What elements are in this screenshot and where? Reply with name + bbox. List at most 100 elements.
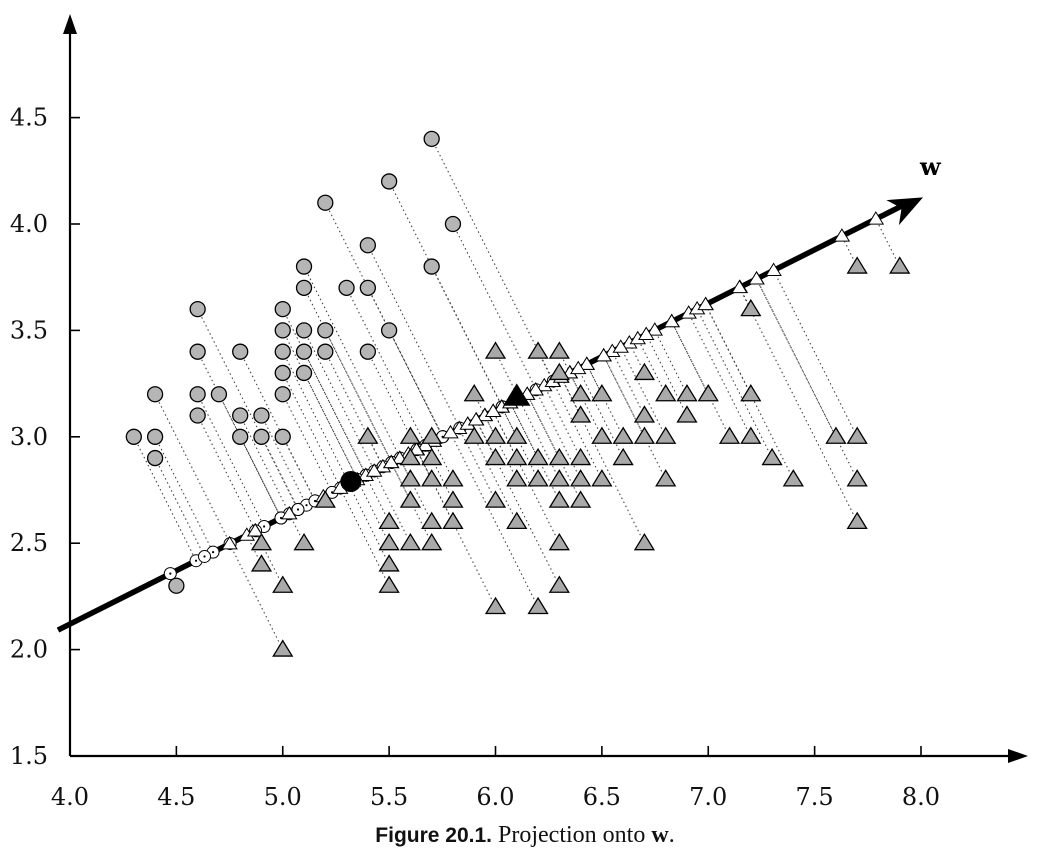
projection-line: [282, 330, 359, 480]
data-point-triangle: [272, 575, 294, 593]
projected-triangle: [867, 211, 885, 225]
projection-line: [526, 393, 560, 459]
data-point-triangle: [740, 426, 762, 444]
data-point-triangle: [399, 447, 422, 466]
projection-line: [239, 436, 282, 519]
data-point-circle: [380, 173, 398, 190]
data-point-circle: [338, 279, 355, 296]
projected-circle-dot: [313, 499, 317, 503]
projection-line: [492, 411, 560, 544]
data-point-circle: [125, 428, 142, 445]
projection-line: [773, 270, 858, 438]
data-point-circle: [380, 322, 398, 339]
projection-line: [696, 308, 773, 459]
x-ticks: 4.0 4.5 5.0 5.5 6.0 6.5 7.0 7.5 8.0: [51, 746, 940, 811]
data-point-triangle: [250, 554, 273, 572]
projection-line: [324, 351, 384, 467]
projection-line: [526, 394, 582, 501]
projection-line: [197, 308, 299, 510]
data-point-circle: [232, 407, 249, 424]
data-point-triangle: [612, 426, 634, 444]
circle-class-mean: [340, 470, 362, 492]
projected-triangle: [748, 271, 765, 285]
data-point-circle: [253, 428, 270, 445]
data-point-triangle: [655, 426, 677, 444]
data-point-triangle: [442, 511, 464, 530]
caption-number: Figure 20.1.: [375, 824, 493, 847]
data-point-circle: [423, 130, 440, 148]
data-point-triangle: [527, 447, 549, 466]
data-point-triangle: [825, 426, 847, 444]
data-point-triangle: [484, 490, 507, 508]
data-point-triangle: [421, 511, 443, 530]
data-point-circle: [295, 322, 313, 339]
data-point-triangle: [569, 490, 592, 508]
projected-triangle: [765, 262, 782, 276]
data-point-triangle: [527, 341, 549, 359]
data-point-triangle: [378, 511, 400, 530]
data-point-triangle: [633, 405, 656, 423]
data-point-triangle: [740, 383, 762, 402]
data-point-triangle: [399, 490, 422, 508]
data-point-triangle: [506, 511, 528, 530]
data-point-circle: [168, 577, 185, 594]
data-point-triangle: [846, 426, 868, 444]
projected-circle-dot: [296, 508, 300, 511]
x-tick-label: 5.0: [264, 783, 302, 811]
projection-line: [450, 432, 539, 608]
projected-circle-dot: [305, 504, 308, 507]
vector-arrowhead: [886, 197, 923, 226]
projection-line: [645, 334, 688, 416]
projected-triangle: [697, 296, 714, 311]
data-point-triangle: [548, 575, 570, 593]
data-point-circle: [317, 194, 334, 211]
data-point-triangle: [548, 341, 570, 359]
projection-line: [303, 266, 401, 459]
projected-triangle: [731, 279, 748, 294]
projection-line: [218, 393, 282, 519]
projection-line: [346, 287, 427, 446]
data-point-circle: [359, 237, 377, 254]
data-point-triangle: [740, 298, 762, 317]
data-point-circle: [146, 449, 164, 467]
data-point-triangle: [655, 469, 677, 487]
projected-triangle: [833, 228, 851, 242]
projection-line: [239, 415, 291, 514]
projected-triangle: [382, 454, 400, 469]
data-point-triangle: [548, 532, 570, 551]
projection-line: [484, 415, 518, 480]
projection-line: [260, 415, 308, 506]
data-point-circle: [146, 428, 164, 445]
data-point-circle: [146, 386, 164, 403]
data-point-circle: [317, 322, 334, 339]
data-point-circle: [253, 407, 270, 424]
projection-line: [367, 287, 444, 438]
data-point-circle: [274, 322, 291, 339]
x-tick-label: 5.5: [370, 783, 408, 811]
y-tick-label: 3.5: [10, 316, 48, 344]
data-point-circle: [210, 386, 228, 403]
data-point-circle: [359, 279, 377, 296]
projection-line: [348, 483, 390, 565]
data-point-triangle: [314, 490, 336, 508]
projection-line: [577, 368, 624, 459]
y-tick-label: 2.5: [10, 529, 48, 557]
projected-triangle: [221, 535, 238, 550]
projected-triangle: [442, 424, 459, 439]
data-point-triangle: [421, 532, 443, 551]
data-point-triangle: [676, 383, 698, 402]
data-point-circle: [274, 428, 291, 445]
projection-line: [569, 372, 603, 438]
y-tick-label: 3.0: [10, 423, 48, 451]
data-point-circle: [189, 407, 206, 424]
projection-line: [282, 436, 316, 502]
projection-line: [303, 351, 367, 476]
projection-line: [154, 457, 206, 557]
projection-line: [509, 402, 539, 459]
projection-line: [424, 445, 454, 501]
projection-line: [637, 338, 667, 395]
projection-line: [367, 245, 461, 429]
data-point-triangle: [612, 447, 634, 466]
projected-circle-dot: [169, 572, 172, 575]
x-tick-label: 8.0: [902, 783, 940, 811]
